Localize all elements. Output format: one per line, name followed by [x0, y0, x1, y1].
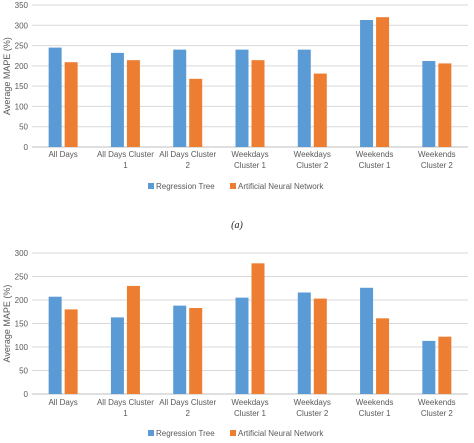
legend-swatch-artificial-neural-network	[230, 430, 236, 436]
bar-artificial-neural-network	[189, 78, 203, 147]
bar-artificial-neural-network	[438, 63, 452, 148]
x-tick-label: All Days Cluster 1	[97, 150, 154, 170]
x-tick-label: All Days Cluster 1	[97, 398, 154, 418]
bar-artificial-neural-network	[376, 318, 390, 394]
x-tick-label: Weekends Cluster 1	[356, 150, 394, 170]
bar-artificial-neural-network	[189, 307, 203, 394]
y-tick-label: 200	[15, 62, 29, 71]
x-tick-label: All Days	[48, 150, 77, 159]
bar-regression-tree	[360, 20, 374, 147]
x-tick-label: Weekdays Cluster 1	[231, 398, 268, 418]
figure-caption: (a)	[231, 220, 243, 231]
y-tick-label: 50	[19, 367, 28, 376]
y-tick-label: 250	[15, 273, 29, 282]
bar-artificial-neural-network	[64, 309, 78, 394]
x-tick-label: All Days Cluster 2	[159, 398, 216, 418]
x-tick-label: Weekdays Cluster 2	[294, 398, 331, 418]
x-tick-label: Weekends Cluster 2	[418, 150, 456, 170]
legend-swatch-regression-tree	[148, 430, 154, 436]
y-tick-label: 0	[24, 390, 29, 399]
bar-regression-tree	[422, 340, 436, 394]
y-tick-label: 150	[15, 320, 29, 329]
y-axis-label: Average MAPE (%)	[2, 37, 12, 115]
bar-artificial-neural-network	[251, 263, 265, 394]
x-tick-label: Weekdays Cluster 2	[294, 150, 331, 170]
legend: Regression Tree Artificial Neural Network	[148, 429, 324, 438]
bar-artificial-neural-network	[313, 73, 327, 147]
y-tick-label: 300	[15, 249, 29, 258]
bar-regression-tree	[48, 47, 62, 147]
bar-artificial-neural-network	[313, 298, 327, 394]
legend-label-artificial-neural-network: Artificial Neural Network	[238, 429, 324, 438]
y-tick-label: 0	[24, 143, 29, 152]
y-tick-label: 100	[15, 343, 29, 352]
y-tick-label: 100	[15, 102, 29, 111]
y-tick-label: 300	[15, 21, 29, 30]
legend-label-regression-tree: Regression Tree	[156, 429, 215, 438]
legend-label-artificial-neural-network: Artificial Neural Network	[238, 182, 324, 191]
bar-regression-tree	[110, 317, 124, 394]
y-tick-label: 250	[15, 42, 29, 51]
bar-regression-tree	[360, 287, 374, 394]
bar-regression-tree	[173, 49, 187, 147]
y-tick-label: 50	[19, 123, 28, 132]
x-tick-label: All Days Cluster 2	[159, 150, 216, 170]
bar-artificial-neural-network	[438, 336, 452, 394]
bar-regression-tree	[235, 49, 249, 147]
bar-regression-tree	[297, 49, 311, 147]
legend-swatch-artificial-neural-network	[230, 183, 236, 189]
x-tick-label: Weekdays Cluster 1	[231, 150, 268, 170]
legend: Regression Tree Artificial Neural Network	[148, 182, 324, 191]
chart-1: 0 50 100 150 200 250 300 350 Average MAPE (%) All…	[2, 1, 468, 231]
y-tick-label: 200	[15, 296, 29, 305]
bar-regression-tree	[235, 297, 249, 394]
bar-regression-tree	[173, 305, 187, 394]
legend-swatch-regression-tree	[148, 183, 154, 189]
x-tick-label: All Days	[48, 398, 77, 407]
bar-regression-tree	[297, 292, 311, 394]
chart-2: 0 50 100 150 200 250 300 Average MAPE (%) All Da…	[2, 249, 468, 438]
x-tick-label: Weekends Cluster 2	[418, 398, 456, 418]
bar-regression-tree	[422, 60, 436, 147]
bar-artificial-neural-network	[64, 62, 78, 147]
y-axis-label: Average MAPE (%)	[2, 285, 12, 363]
bar-regression-tree	[48, 296, 62, 394]
y-tick-label: 350	[15, 1, 29, 10]
legend-label-regression-tree: Regression Tree	[156, 182, 215, 191]
bar-regression-tree	[110, 52, 124, 148]
y-tick-label: 150	[15, 82, 29, 91]
bar-artificial-neural-network	[126, 285, 140, 394]
x-tick-label: Weekends Cluster 1	[356, 398, 394, 418]
bar-artificial-neural-network	[126, 60, 140, 148]
bar-artificial-neural-network	[251, 60, 265, 148]
bar-artificial-neural-network	[376, 17, 390, 147]
